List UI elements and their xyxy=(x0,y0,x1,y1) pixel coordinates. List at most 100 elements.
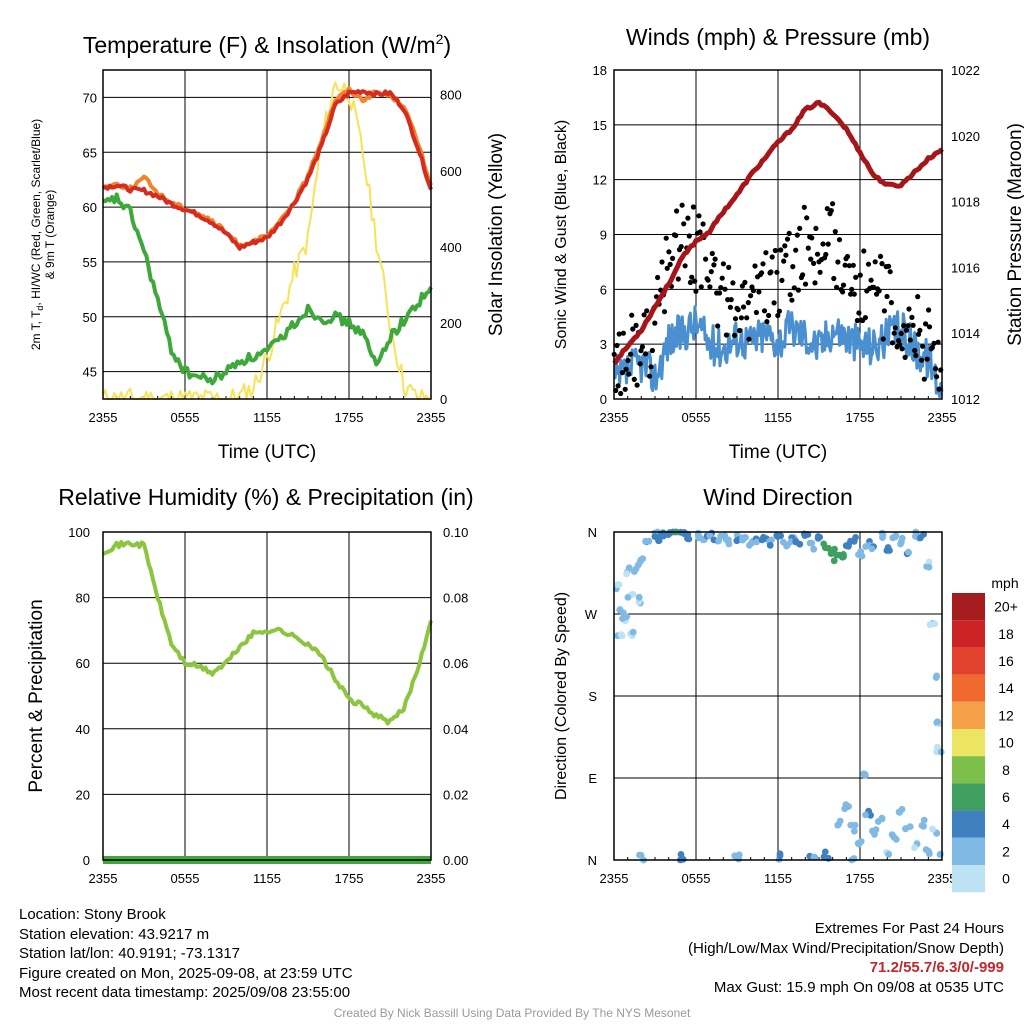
direction-point xyxy=(929,825,936,833)
gust-point xyxy=(618,390,624,397)
direction-point xyxy=(739,536,746,544)
gust-point xyxy=(811,260,817,266)
legend-label: 10 xyxy=(998,735,1014,751)
gust-point xyxy=(685,215,691,221)
gust-point xyxy=(712,256,718,262)
x-tick-label: 1155 xyxy=(253,871,281,886)
gust-point xyxy=(626,371,632,377)
direction-point xyxy=(758,536,766,544)
gust-point xyxy=(652,320,658,326)
legend-swatch xyxy=(952,837,985,865)
y2-tick-label: 400 xyxy=(440,240,462,255)
gust-point xyxy=(732,316,739,322)
gust-point xyxy=(813,225,819,231)
extremes-title: Extremes For Past 24 Hours xyxy=(814,920,1004,937)
y2-tick-label: 0.04 xyxy=(443,722,468,737)
y2-axis-label: Station Pressure (Maroon) xyxy=(1005,123,1024,346)
series-line-rh xyxy=(102,540,433,726)
gust-point xyxy=(809,235,815,241)
gust-point xyxy=(774,269,780,275)
direction-point xyxy=(619,615,626,622)
gust-point xyxy=(761,308,768,314)
y-tick-label: 20 xyxy=(76,787,90,802)
gust-point xyxy=(789,297,795,303)
chart-title: Temperature (F) & Insolation (W/m2) xyxy=(83,31,451,58)
direction-point xyxy=(735,851,743,859)
gust-point xyxy=(737,327,743,334)
legend-swatch xyxy=(952,620,985,648)
gust-point xyxy=(794,232,800,238)
gust-point xyxy=(926,324,933,330)
gust-point xyxy=(750,288,757,294)
gust-point xyxy=(906,306,912,312)
gust-point xyxy=(659,259,665,265)
x-tick-label: 1755 xyxy=(846,871,875,886)
y-tick-label: 6 xyxy=(600,282,607,297)
gust-point xyxy=(898,330,904,337)
gust-point xyxy=(728,297,734,303)
gust-point xyxy=(663,235,669,241)
y-tick-label: E xyxy=(588,771,597,786)
y-axis-label: 2m T, Td, HI/WC (Red, Green, Scarlet/Blu… xyxy=(29,119,45,350)
gust-point xyxy=(690,204,697,210)
direction-point xyxy=(861,771,869,778)
gust-point xyxy=(846,263,852,269)
gust-point xyxy=(670,255,676,261)
y2-tick-label: 0 xyxy=(440,392,447,407)
direction-point xyxy=(850,827,858,835)
gust-point xyxy=(678,244,684,250)
x-tick-label: 1755 xyxy=(846,410,875,425)
gust-point xyxy=(778,247,784,253)
gust-point xyxy=(880,336,886,342)
gust-point xyxy=(661,309,668,315)
gust-point xyxy=(615,383,621,389)
y-tick-label: 45 xyxy=(83,365,97,380)
elevation-text: Station elevation: 43.9217 m xyxy=(19,925,210,943)
gust-point xyxy=(868,277,874,283)
gust-point xyxy=(744,315,750,321)
gust-point xyxy=(643,351,649,357)
legend-title: mph xyxy=(991,575,1018,591)
legend-label: 2 xyxy=(1002,843,1010,859)
gust-point xyxy=(854,317,861,324)
x-tick-label: 1155 xyxy=(764,410,792,425)
gust-point xyxy=(795,287,802,293)
gust-point xyxy=(921,376,927,382)
legend-label: 12 xyxy=(998,707,1014,723)
gust-point xyxy=(742,279,748,285)
direction-point xyxy=(895,808,903,816)
y2-tick-label: 1014 xyxy=(951,326,980,341)
y-tick-label: 0 xyxy=(83,853,90,868)
extremes-values: 71.2/55.7/6.3/0/-999 xyxy=(869,959,1004,976)
direction-point xyxy=(801,532,809,539)
direction-point xyxy=(635,593,643,601)
y-tick-label: 40 xyxy=(76,722,90,737)
gust-point xyxy=(905,323,911,329)
direction-point xyxy=(717,532,725,540)
y-tick-label: N xyxy=(588,525,597,540)
gust-point xyxy=(753,309,760,316)
direction-point xyxy=(840,553,847,561)
y-tick-label: 70 xyxy=(83,90,97,105)
gust-point xyxy=(705,277,711,283)
gust-point xyxy=(709,250,715,257)
series-line-sonic-wind xyxy=(613,305,944,399)
gust-point xyxy=(727,304,734,310)
gust-point xyxy=(703,256,709,262)
ylabel-part: 2m T, T xyxy=(29,310,43,350)
direction-point xyxy=(773,532,781,539)
gust-point xyxy=(748,293,754,299)
gust-point xyxy=(802,281,809,287)
legend-swatch xyxy=(952,756,985,784)
gust-point xyxy=(775,312,781,319)
direction-point xyxy=(724,538,732,545)
x-tick-label: 0555 xyxy=(682,871,711,886)
direction-point xyxy=(618,632,626,640)
y2-tick-label: 200 xyxy=(440,316,462,331)
gust-point xyxy=(835,259,841,265)
gust-point xyxy=(800,272,806,278)
gust-point xyxy=(772,247,778,254)
gust-point xyxy=(804,215,810,221)
gust-point xyxy=(915,294,921,300)
gust-point xyxy=(918,357,925,363)
